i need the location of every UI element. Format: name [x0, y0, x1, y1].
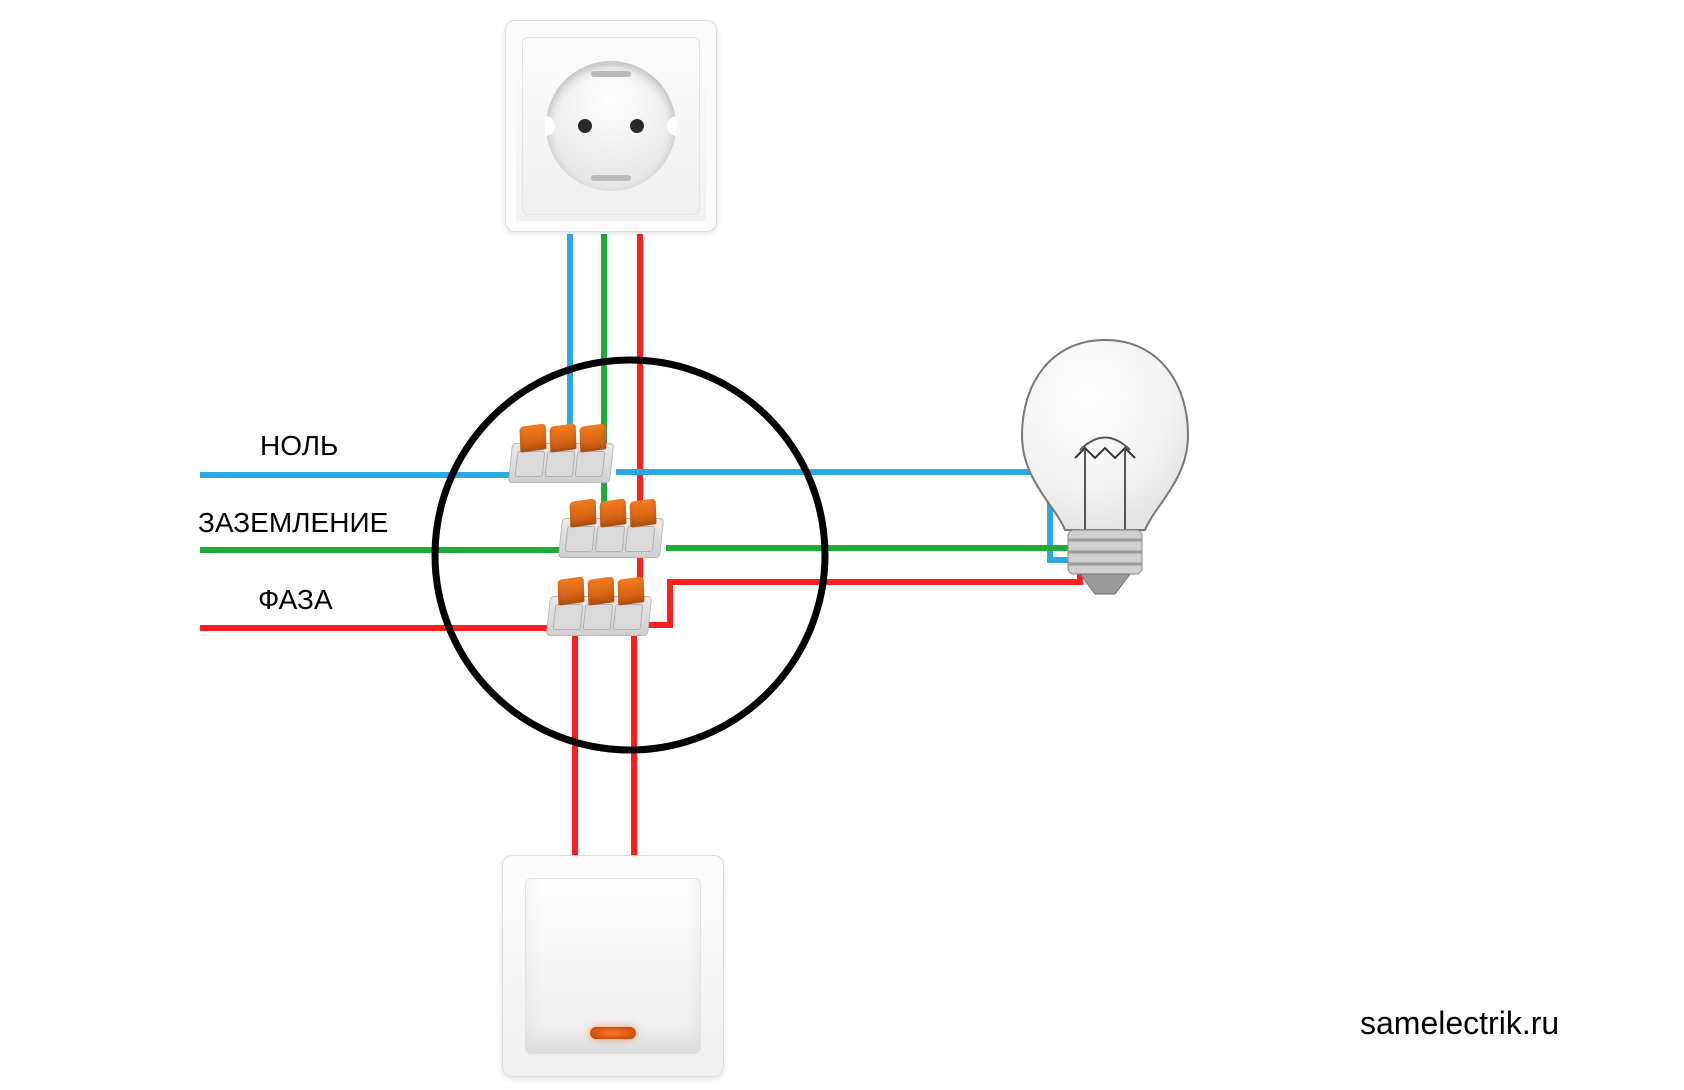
light-bulb — [1010, 330, 1200, 600]
attribution-text: samelectrik.ru — [1360, 1005, 1559, 1042]
wago-port — [625, 526, 656, 552]
light-switch — [502, 855, 724, 1077]
bulb-glass — [1022, 340, 1188, 530]
socket-notch-right — [667, 116, 677, 136]
wago-port — [575, 451, 606, 477]
socket-ground-clip-top — [591, 71, 631, 77]
wago-port — [553, 604, 584, 630]
label-phase: ФАЗА — [258, 584, 333, 616]
label-ground: ЗАЗЕМЛЕНИЕ — [198, 507, 388, 539]
socket-notch-left — [545, 116, 555, 136]
wago-port — [583, 604, 614, 630]
wago-lever — [579, 423, 606, 452]
wago-lever — [599, 498, 626, 527]
wago-neutral — [510, 425, 610, 483]
wires-layer — [0, 0, 1684, 1090]
wago-lever — [587, 576, 614, 605]
socket-well — [546, 61, 676, 191]
wago-lever — [519, 423, 546, 452]
wago-lever — [569, 498, 596, 527]
wiring-diagram: НОЛЬ ЗАЗЕМЛЕНИЕ ФАЗА samelectrik.ru — [0, 0, 1684, 1090]
socket-pin-left — [578, 119, 592, 133]
label-neutral: НОЛЬ — [260, 430, 338, 462]
switch-rocker — [525, 878, 701, 1054]
socket-pin-right — [630, 119, 644, 133]
wago-port — [613, 604, 644, 630]
wago-phase — [548, 578, 648, 636]
wago-lever — [629, 498, 656, 527]
socket-plate — [522, 37, 700, 215]
wago-port — [515, 451, 546, 477]
wago-port — [545, 451, 576, 477]
wire-neutral-to-bulb — [616, 472, 1070, 560]
wago-lever — [549, 423, 576, 452]
wago-lever — [617, 576, 644, 605]
switch-indicator — [590, 1027, 636, 1039]
wago-port — [595, 526, 626, 552]
power-socket — [505, 20, 717, 232]
socket-ground-clip-bottom — [591, 175, 631, 181]
wago-port — [565, 526, 596, 552]
wago-lever — [557, 576, 584, 605]
wago-ground — [560, 500, 660, 558]
